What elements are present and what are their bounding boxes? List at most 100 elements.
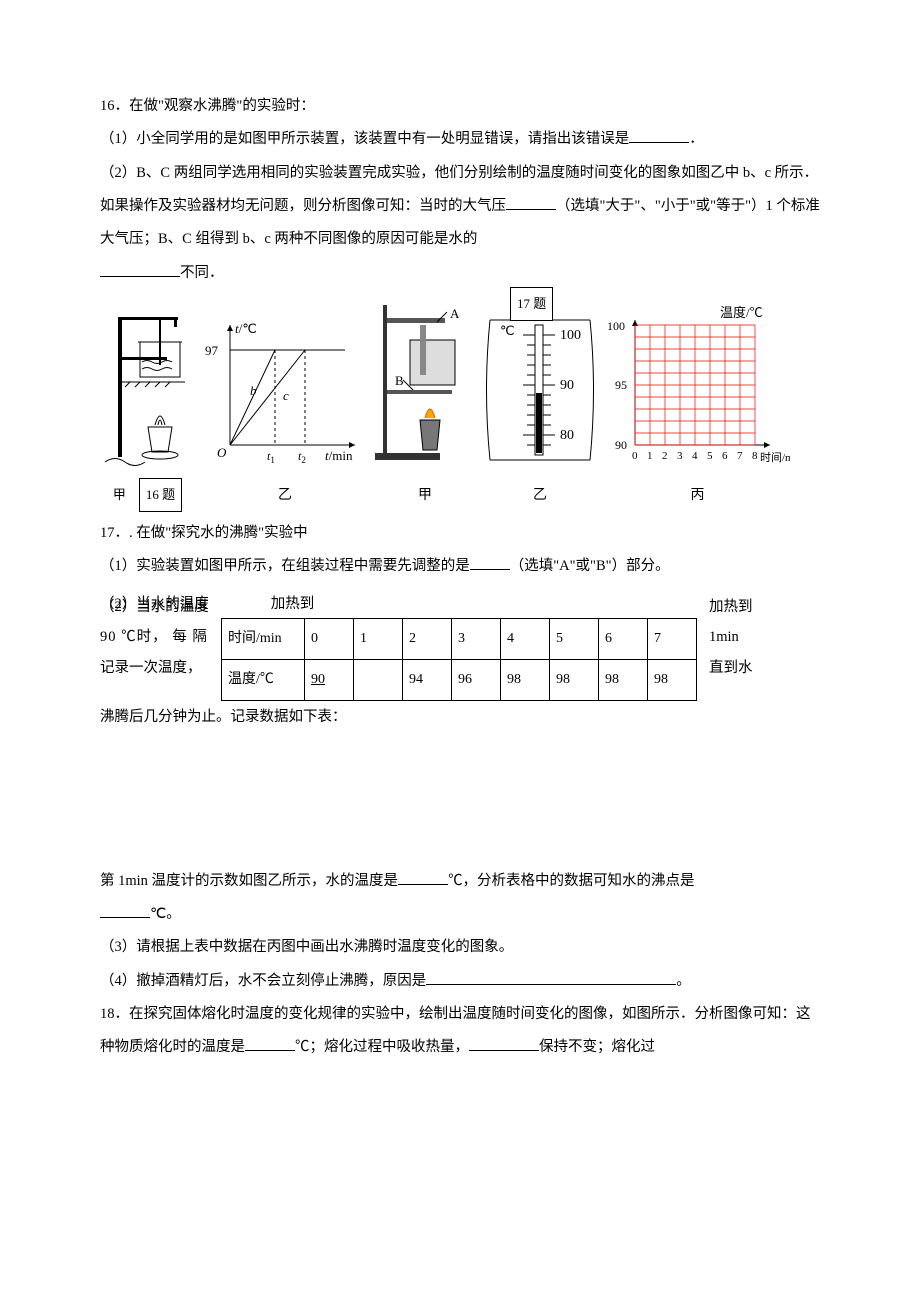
fig16-apparatus-jia: 甲 16 题 [100, 307, 195, 512]
right-col: 加热到 1min 直到水 [709, 592, 769, 683]
svg-text:B: B [395, 373, 404, 388]
line-chart-icon: 97 b c O t1 t2 t/℃ t/min [205, 315, 365, 465]
text: 加热到 [709, 592, 769, 622]
svg-text:时间/min: 时间/min [760, 451, 790, 464]
q16-p2-c: 不同． [180, 265, 224, 281]
blank[interactable] [470, 555, 510, 571]
cell: 98 [599, 660, 648, 701]
cell: 1 [354, 619, 403, 660]
table-row: 温度/℃ 90 94 96 98 98 98 98 [222, 660, 697, 701]
q16-p2c: 不同． [100, 257, 820, 290]
blank[interactable] [426, 969, 676, 985]
svg-text:100: 100 [560, 328, 581, 343]
blank[interactable] [100, 903, 150, 919]
svg-text:5: 5 [707, 450, 713, 462]
q16-p2: （2）B、C 两组同学选用相同的实验装置完成实验，他们分别绘制的温度随时间变化的… [100, 157, 820, 257]
left-col: （2）当水的温度 90 ℃时， 每 隔 记录一次温度， [100, 592, 215, 683]
q17b-p: 第 1min 温度计的示数如图乙所示，水的温度是 ℃，分析表格中的数据可知水的沸点… [100, 865, 820, 898]
cell: 6 [599, 619, 648, 660]
apparatus-icon: A B [375, 300, 475, 465]
cell-head: 时间/min [222, 619, 305, 660]
cell: 4 [501, 619, 550, 660]
cell: 5 [550, 619, 599, 660]
text: （选填"A"或"B"）部分。 [510, 558, 670, 574]
svg-text:1: 1 [647, 450, 653, 462]
thermometer-icon: ℃ 100 90 80 [485, 315, 595, 465]
q16-box-label: 16 题 [139, 478, 182, 512]
cell: 94 [403, 660, 452, 701]
q17-p5: 沸腾后几分钟为止。记录数据如下表： [100, 701, 820, 734]
cell: 2 [403, 619, 452, 660]
q17-box-label: 17 题 [510, 287, 553, 321]
svg-text:c: c [283, 388, 289, 403]
cell: 98 [550, 660, 599, 701]
fig-caption: 甲 16 题 [100, 478, 195, 512]
table-row: 时间/min 0 1 2 3 4 5 6 7 [222, 619, 697, 660]
text: ℃。 [150, 906, 181, 922]
svg-text:7: 7 [737, 450, 743, 462]
cell: 96 [452, 660, 501, 701]
text: （1）实验装置如图甲所示，在组装过程中需要先调整的是 [100, 558, 470, 574]
text: 第 1min 温度计的示数如图乙所示，水的温度是 [100, 873, 398, 889]
blank[interactable] [245, 1036, 295, 1052]
q17b-p2: ℃。 [100, 898, 820, 931]
cell: 0 [305, 619, 354, 660]
caption-yi: 乙 [485, 480, 595, 512]
caption-text: 甲 [113, 487, 126, 502]
svg-text:3: 3 [677, 450, 683, 462]
text: 保持不变；熔化过 [539, 1039, 655, 1055]
cell[interactable] [354, 660, 403, 701]
caption-jia: 甲 [375, 480, 475, 512]
q16-p1-a: （1）小全同学用的是如图甲所示装置，该装置中有一处明显错误，请指出该错误是 [100, 131, 629, 147]
blank[interactable] [629, 128, 689, 144]
svg-text:温度/℃: 温度/℃ [720, 305, 763, 320]
cell: 98 [648, 660, 697, 701]
cell: 3 [452, 619, 501, 660]
blank[interactable] [398, 869, 448, 885]
caption-bing: 丙 [605, 480, 790, 512]
svg-text:6: 6 [722, 450, 728, 462]
blank[interactable] [100, 261, 180, 277]
fig17-apparatus-jia: A B 甲 [375, 300, 475, 512]
fig17-grid-bing: 温度/℃ [605, 305, 790, 512]
svg-text:t/℃: t/℃ [235, 321, 257, 336]
q16-p1-b: ． [689, 131, 704, 147]
text: 1min [709, 622, 769, 652]
table-flow-wrap: （2）当水的温度 90 ℃时， 每 隔 记录一次温度， 时间/min 0 1 2… [100, 592, 820, 701]
blank[interactable] [506, 195, 556, 211]
svg-text:90: 90 [560, 378, 574, 393]
q17b-p4: （4）撤掉酒精灯后，水不会立刻停止沸腾，原因是。 [100, 965, 820, 998]
svg-text:A: A [450, 306, 460, 321]
spacer [100, 735, 820, 865]
text: （4）撤掉酒精灯后，水不会立刻停止沸腾，原因是 [100, 973, 426, 989]
grid-chart-icon: 温度/℃ [605, 305, 790, 465]
cell-head: 温度/℃ [222, 660, 305, 701]
caption-yi: 乙 [205, 480, 365, 512]
cell: 98 [501, 660, 550, 701]
q17-p1: （1）实验装置如图甲所示，在组装过程中需要先调整的是 （选填"A"或"B"）部分。 [100, 550, 820, 583]
text: （2）当水的温度 [100, 592, 215, 622]
text: ℃，分析表格中的数据可知水的沸点是 [448, 873, 695, 889]
svg-text:8: 8 [752, 450, 758, 462]
q16-stem: 16．在做"观察水沸腾"的实验时： [100, 90, 820, 123]
q16-p1: （1）小全同学用的是如图甲所示装置，该装置中有一处明显错误，请指出该错误是 ． [100, 123, 820, 156]
svg-text:95: 95 [615, 378, 627, 392]
svg-text:0: 0 [632, 450, 638, 462]
svg-text:t/min: t/min [325, 448, 353, 463]
ylab-97: 97 [205, 343, 219, 358]
svg-text:100: 100 [607, 319, 625, 333]
svg-text:t2: t2 [298, 449, 306, 465]
q17b-p3: （3）请根据上表中数据在丙图中画出水沸腾时温度变化的图象。 [100, 931, 820, 964]
data-table: 时间/min 0 1 2 3 4 5 6 7 温度/℃ 90 94 96 98 … [221, 618, 697, 701]
svg-text:t1: t1 [267, 449, 275, 465]
text: ℃；熔化过程中吸收热量， [295, 1039, 469, 1055]
figures-row: 甲 16 题 97 b c O t1 t2 t/℃ [100, 300, 820, 512]
fig16-graph-yi: 97 b c O t1 t2 t/℃ t/min 乙 [205, 315, 365, 512]
q17-stem: 17．. 在做"探究水的沸腾"实验中 [100, 517, 820, 550]
svg-text:b: b [250, 383, 257, 398]
svg-text:℃: ℃ [500, 323, 515, 338]
svg-text:O: O [217, 445, 227, 460]
svg-text:80: 80 [560, 428, 574, 443]
text: 记录一次温度， [100, 653, 215, 683]
blank[interactable] [469, 1036, 539, 1052]
